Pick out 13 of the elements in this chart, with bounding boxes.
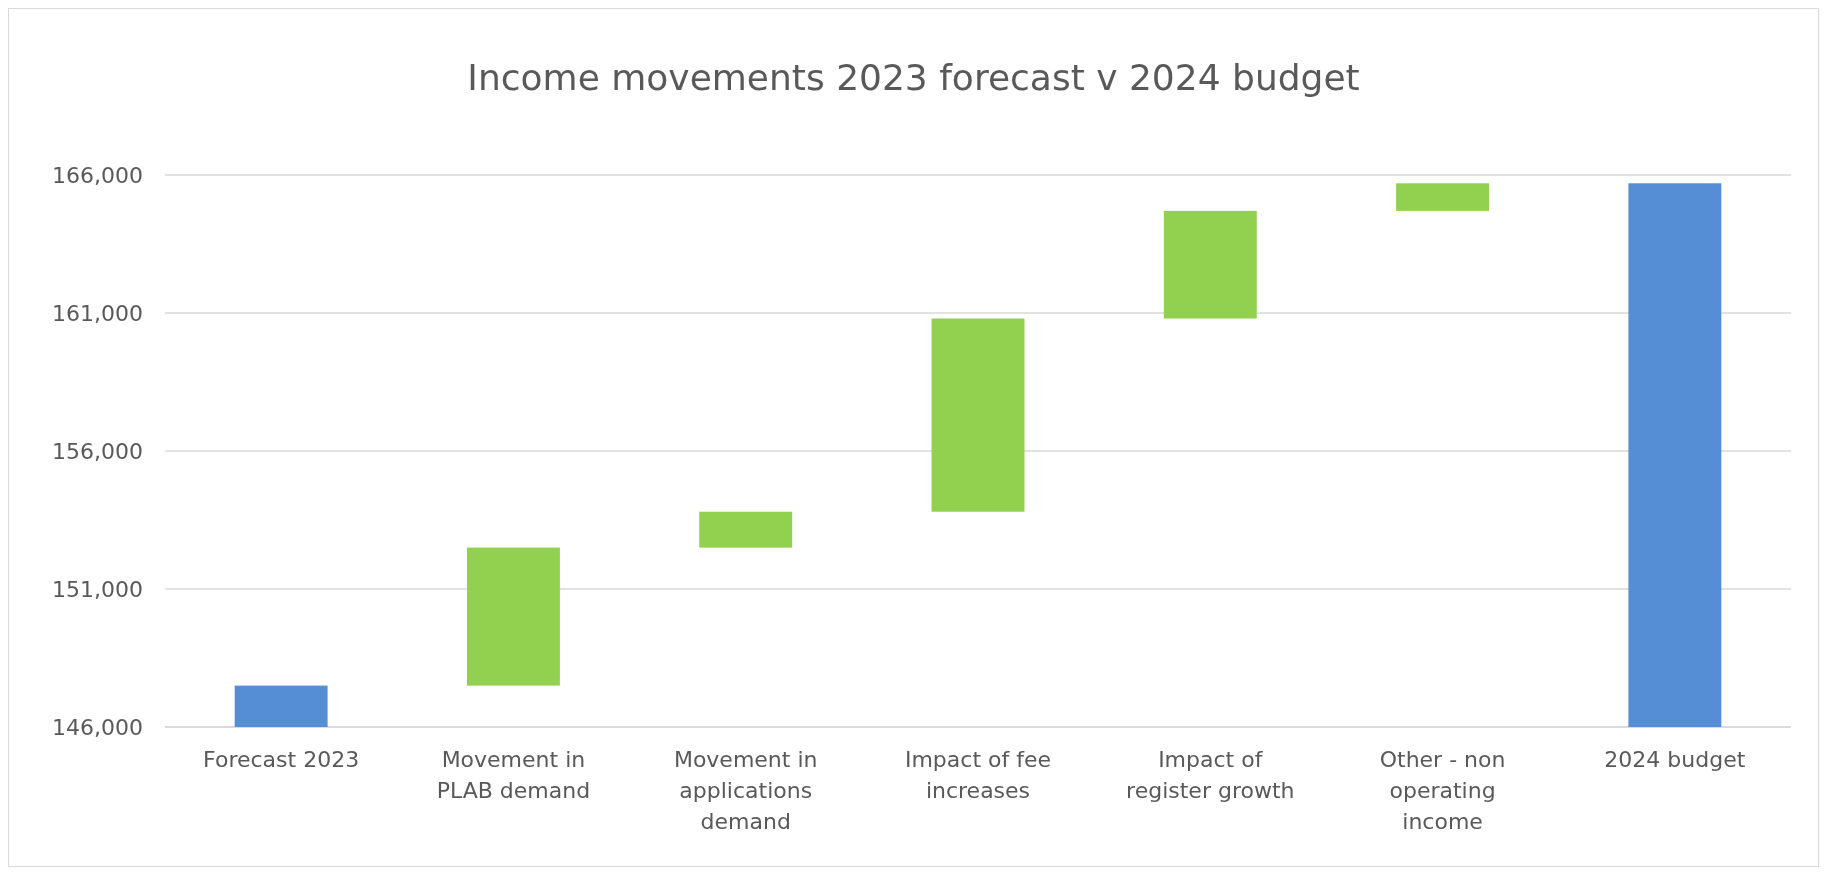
y-tick-label: 151,000 — [52, 576, 143, 602]
x-tick-label: Movement in PLAB demand — [436, 747, 591, 803]
x-tick-label: Impact of register growth — [1126, 747, 1295, 803]
x-tick-label: Movement in applications demand — [673, 747, 818, 834]
x-tick-label: Forecast 2023 — [203, 747, 360, 772]
y-tick-label: 146,000 — [52, 714, 143, 740]
y-tick-label: 156,000 — [52, 438, 143, 464]
x-tick-label: Impact of fee increases — [904, 747, 1052, 803]
y-tick-label: 161,000 — [52, 300, 143, 326]
y-tick-label: 166,000 — [52, 162, 143, 188]
chart-title: Income movements 2023 forecast v 2024 budget — [467, 57, 1360, 98]
x-tick-label: Other - non operating income — [1379, 747, 1506, 834]
x-tick-label: 2024 budget — [1604, 747, 1746, 772]
